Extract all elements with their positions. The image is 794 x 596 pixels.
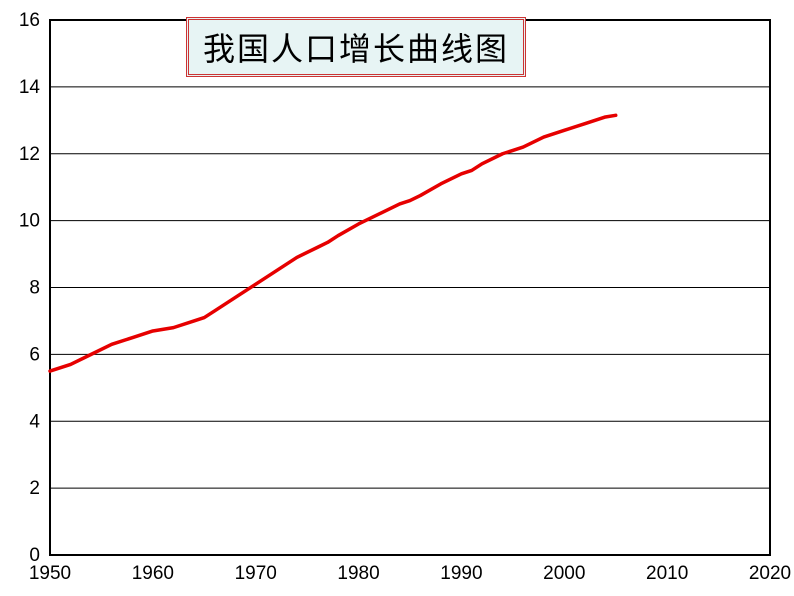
svg-text:1970: 1970 — [235, 563, 277, 584]
svg-text:2000: 2000 — [543, 563, 585, 584]
chart-svg: 0246810121416195019601970198019902000201… — [0, 0, 794, 596]
svg-text:8: 8 — [29, 278, 40, 299]
svg-text:4: 4 — [29, 411, 40, 432]
svg-text:16: 16 — [19, 10, 40, 31]
svg-text:1990: 1990 — [440, 563, 482, 584]
svg-text:14: 14 — [19, 77, 41, 98]
svg-text:1960: 1960 — [132, 563, 174, 584]
chart-title-box: 我国人口增长曲线图 — [186, 17, 526, 77]
svg-text:6: 6 — [29, 344, 40, 365]
svg-text:10: 10 — [19, 211, 40, 232]
svg-text:2: 2 — [29, 478, 40, 499]
svg-text:2010: 2010 — [646, 563, 688, 584]
chart-title: 我国人口增长曲线图 — [203, 31, 509, 67]
svg-text:1950: 1950 — [29, 563, 71, 584]
svg-text:2020: 2020 — [749, 563, 791, 584]
chart-container: 0246810121416195019601970198019902000201… — [0, 0, 794, 596]
svg-text:12: 12 — [19, 144, 40, 165]
svg-text:1980: 1980 — [337, 563, 379, 584]
